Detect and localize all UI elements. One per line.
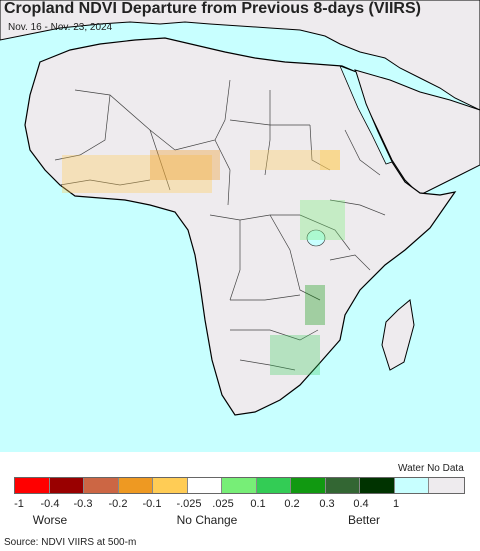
- country-borders: [54, 79, 386, 371]
- africa-map: [0, 0, 480, 416]
- legend-swatch: [84, 478, 119, 493]
- ndvi-pixels: [62, 150, 345, 375]
- date-range: Nov. 16 - Nov. 23, 2024: [8, 22, 113, 33]
- legend-swatch: [118, 478, 153, 493]
- legend-color-bar: [14, 477, 465, 494]
- legend-caption-no-change: No Change: [176, 513, 238, 527]
- madagascar-land: [381, 299, 415, 371]
- legend-tick: -0.2: [108, 498, 128, 510]
- legend-tick: 0.4: [353, 498, 369, 510]
- legend-tick: 0.2: [284, 498, 300, 510]
- legend-swatch: [291, 478, 326, 493]
- legend-tick: -0.4: [40, 498, 60, 510]
- legend-caption-better: Better: [347, 513, 381, 527]
- legend-tick: 1: [392, 498, 400, 510]
- legend-swatch: [222, 478, 257, 493]
- legend-caption-worse: Worse: [32, 513, 68, 527]
- legend-swatch: [256, 478, 291, 493]
- legend-tick: -.025: [176, 498, 202, 510]
- legend-swatch: [187, 478, 222, 493]
- legend-swatch: [429, 478, 464, 493]
- legend-swatch: [15, 478, 50, 493]
- legend-swatch: [153, 478, 188, 493]
- legend-swatch: [325, 478, 360, 493]
- red-sea: [339, 65, 393, 165]
- legend-tick: -0.1: [142, 498, 162, 510]
- legend-tick: 0.1: [250, 498, 266, 510]
- arabia-land: [354, 69, 480, 196]
- legend-tick: .025: [212, 498, 234, 510]
- legend-tick: 0.3: [319, 498, 335, 510]
- europe-land: [0, 0, 480, 111]
- lake-victoria: [306, 229, 326, 247]
- legend-swatch: [360, 478, 395, 493]
- source-credit: Source: NDVI VIIRS at 500-m: [4, 537, 137, 548]
- legend-water-no-data-label: Water No Data: [398, 463, 464, 474]
- map-title: Cropland NDVI Departure from Previous 8-…: [4, 0, 421, 17]
- map: [0, 0, 480, 452]
- legend-swatch: [49, 478, 84, 493]
- legend-swatch: [394, 478, 429, 493]
- legend-tick: -0.3: [73, 498, 93, 510]
- legend-tick: -1: [14, 498, 24, 510]
